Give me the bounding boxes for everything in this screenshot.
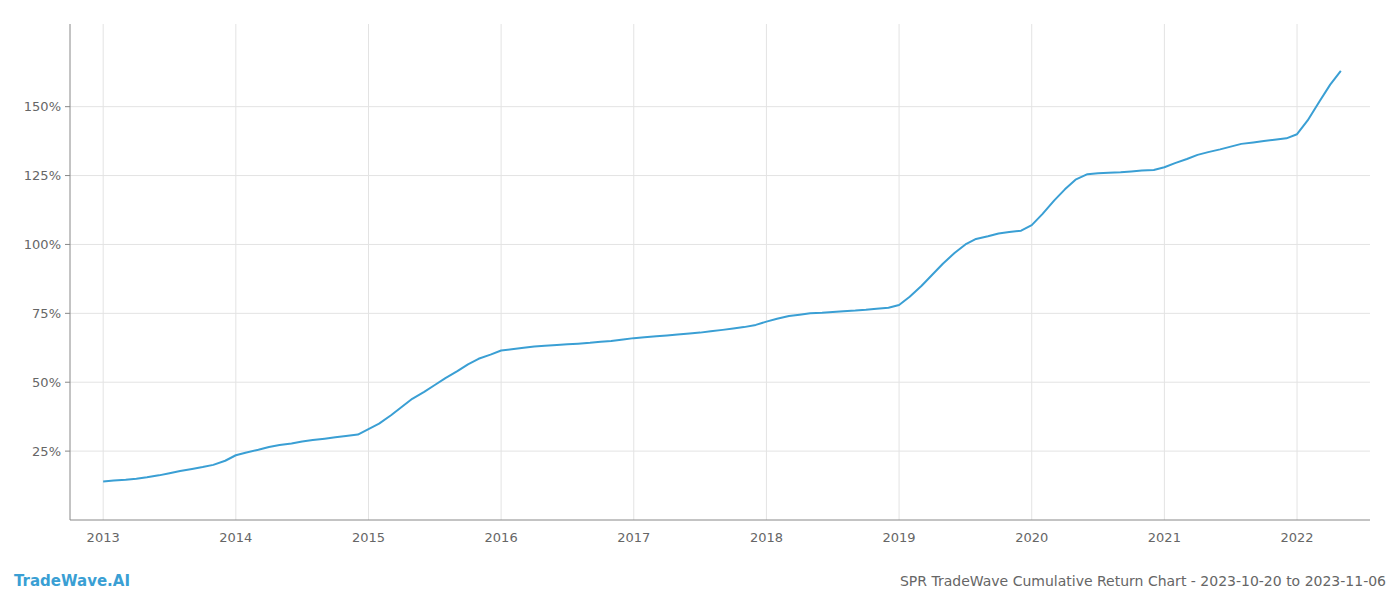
y-tick-label: 50%	[32, 375, 61, 390]
title: SPR TradeWave Cumulative Return Chart - …	[900, 573, 1386, 589]
y-tick-label: 150%	[24, 99, 61, 114]
y-tick-mark	[65, 451, 70, 452]
y-grid-line	[70, 313, 1370, 314]
x-tick-label: 2017	[617, 530, 650, 545]
y-grid-line	[70, 451, 1370, 452]
y-grid-line	[70, 175, 1370, 176]
y-tick-label: 75%	[32, 306, 61, 321]
y-grid-line	[70, 382, 1370, 383]
y-tick-mark	[65, 382, 70, 383]
x-grid-line	[1164, 24, 1165, 520]
x-tick-label: 2014	[219, 530, 252, 545]
y-axis-line	[70, 24, 71, 520]
x-grid-line	[1297, 24, 1298, 520]
y-tick-label: 25%	[32, 444, 61, 459]
y-tick-mark	[65, 106, 70, 107]
x-tick-label: 2021	[1148, 530, 1181, 545]
y-tick-mark	[65, 313, 70, 314]
x-tick-label: 2013	[87, 530, 120, 545]
y-tick-label: 100%	[24, 237, 61, 252]
grid	[70, 24, 1370, 520]
axes: 2013 2014 2015 2016 2017 2018 2019 2020 2021 2022…	[24, 24, 1370, 545]
x-tick-label: 2020	[1015, 530, 1048, 545]
y-tick-mark	[65, 175, 70, 176]
x-tick-label: 2019	[883, 530, 916, 545]
x-tick-label: 2022	[1280, 530, 1313, 545]
x-tick-label: 2018	[750, 530, 783, 545]
y-grid-line	[70, 106, 1370, 107]
y-tick-label: 125%	[24, 168, 61, 183]
y-tick-mark	[65, 244, 70, 245]
x-grid-line	[103, 24, 104, 520]
x-tick-label: 2016	[485, 530, 518, 545]
y-grid-line	[70, 244, 1370, 245]
x-grid-line	[368, 24, 369, 520]
chart: 2013 2014 2015 2016 2017 2018 2019 2020 2021 2022…	[0, 0, 1400, 600]
line	[103, 71, 1341, 482]
x-grid-line	[633, 24, 634, 520]
x-grid-line	[1031, 24, 1032, 520]
plot-area	[103, 71, 1341, 482]
x-grid-line	[899, 24, 900, 520]
x-tick-label: 2015	[352, 530, 385, 545]
watermark: TradeWave.AI	[14, 572, 130, 590]
x-grid-line	[235, 24, 236, 520]
x-grid-line	[766, 24, 767, 520]
x-grid-line	[501, 24, 502, 520]
x-axis-line	[70, 520, 1370, 521]
